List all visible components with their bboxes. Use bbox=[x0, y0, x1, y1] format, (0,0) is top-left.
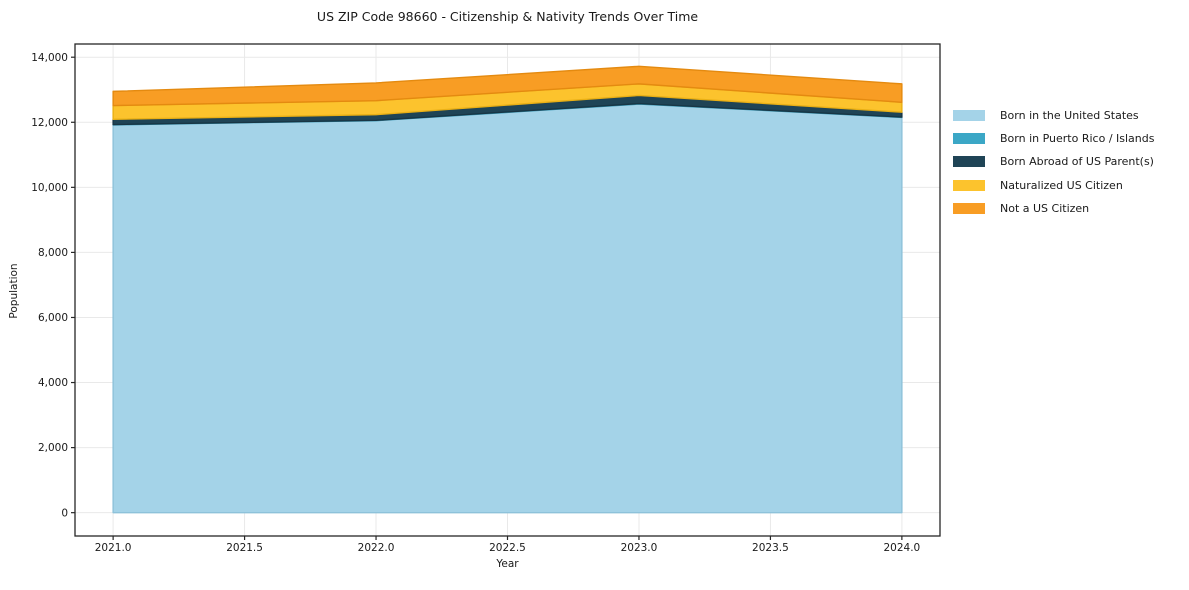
legend-item: Naturalized US Citizen bbox=[953, 174, 1154, 197]
x-tick-label: 2022.5 bbox=[489, 542, 526, 554]
x-tick-label: 2021.0 bbox=[95, 542, 132, 554]
x-axis-label: Year bbox=[496, 558, 519, 570]
y-tick-label: 2,000 bbox=[38, 442, 68, 454]
y-tick-label: 6,000 bbox=[38, 312, 68, 324]
y-tick-label: 14,000 bbox=[31, 52, 68, 64]
legend-label: Not a US Citizen bbox=[1000, 201, 1090, 215]
legend-swatch-icon bbox=[953, 179, 985, 191]
legend-label: Born Abroad of US Parent(s) bbox=[1000, 155, 1154, 169]
y-tick-label: 8,000 bbox=[38, 247, 68, 259]
area-born-in-the-united-states bbox=[112, 103, 903, 514]
y-axis-label: Population bbox=[8, 263, 20, 319]
legend-swatch-icon bbox=[953, 202, 985, 214]
legend-swatch-icon bbox=[953, 133, 985, 145]
legend-label: Born in the United States bbox=[1000, 109, 1139, 123]
y-tick-label: 12,000 bbox=[31, 117, 68, 129]
legend-label: Born in Puerto Rico / Islands bbox=[1000, 132, 1155, 146]
legend-swatch-icon bbox=[953, 156, 985, 168]
chart-title: US ZIP Code 98660 - Citizenship & Nativi… bbox=[316, 9, 699, 24]
legend-item: Born in the United States bbox=[953, 104, 1154, 127]
legend: Born in the United States Born in Puerto … bbox=[953, 104, 1154, 220]
y-tick-label: 0 bbox=[61, 507, 68, 519]
area-not-a-us-citizen bbox=[112, 65, 903, 107]
legend-item: Born Abroad of US Parent(s) bbox=[953, 150, 1154, 173]
x-tick-label: 2024.0 bbox=[884, 542, 921, 554]
x-tick-label: 2023.5 bbox=[752, 542, 789, 554]
y-tick-label: 4,000 bbox=[38, 377, 68, 389]
y-tick-label: 10,000 bbox=[31, 182, 68, 194]
x-tick-label: 2021.5 bbox=[226, 542, 263, 554]
legend-item: Born in Puerto Rico / Islands bbox=[953, 127, 1154, 150]
legend-swatch-icon bbox=[953, 110, 985, 122]
legend-item: Not a US Citizen bbox=[953, 197, 1154, 220]
x-tick-label: 2022.0 bbox=[358, 542, 395, 554]
legend-label: Naturalized US Citizen bbox=[1000, 178, 1123, 192]
x-tick-label: 2023.0 bbox=[621, 542, 658, 554]
